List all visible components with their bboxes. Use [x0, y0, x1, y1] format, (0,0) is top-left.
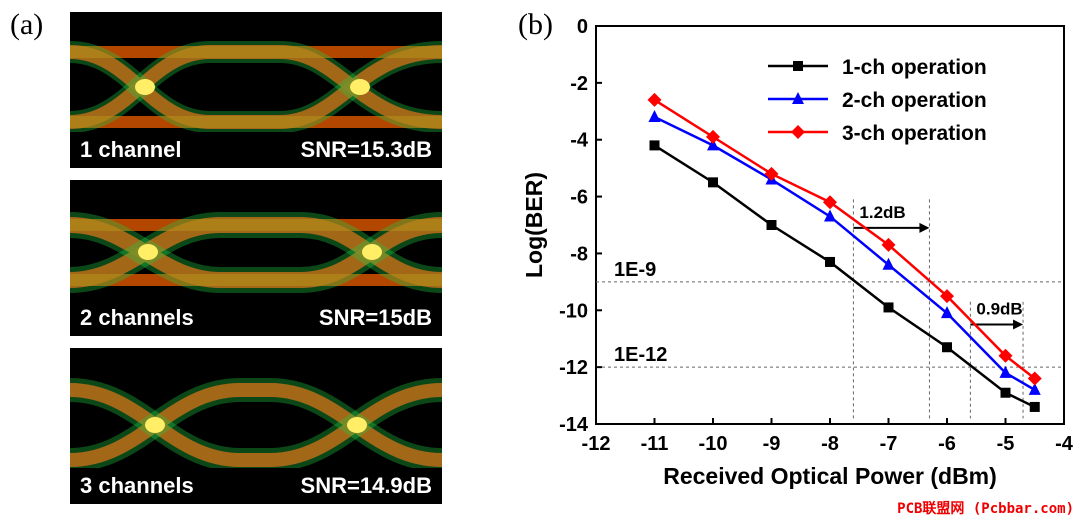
eye-2-snr-label: SNR=15dB — [318, 305, 432, 330]
data-point-series-1 — [942, 342, 952, 353]
data-point-series-1 — [1029, 401, 1040, 412]
x-tick-label: -8 — [821, 433, 839, 455]
y-tick-label: -10 — [559, 300, 588, 322]
eye-caption-3: 3 channels SNR=14.9dB — [70, 468, 442, 504]
reference-label: 1E-9 — [614, 259, 656, 281]
eye-1-channel-label: 1 channel — [80, 137, 182, 162]
x-axis-label: Received Optical Power (dBm) — [663, 463, 997, 489]
x-tick-label: -6 — [938, 433, 956, 455]
y-tick-label: -6 — [570, 187, 588, 209]
data-point-series-2 — [824, 209, 836, 222]
data-point-series-2 — [648, 109, 661, 122]
data-point-series-3 — [940, 289, 954, 304]
data-point-series-1 — [708, 177, 718, 188]
y-tick-label: -4 — [570, 130, 589, 152]
series-line-3 — [653, 98, 1036, 380]
eye-diagram-3: 3 channels SNR=14.9dB — [70, 348, 442, 504]
series-line-1 — [653, 144, 1036, 409]
annotation-arrowhead — [1013, 319, 1024, 330]
data-point-series-3 — [881, 237, 896, 252]
data-point-series-2 — [707, 138, 719, 151]
annotation-label: 0.9dB — [976, 300, 1022, 319]
legend-marker — [793, 61, 803, 71]
x-tick-label: -5 — [997, 433, 1015, 455]
annotation-label: 1.2dB — [859, 203, 905, 222]
data-point-series-2 — [941, 306, 953, 319]
y-tick-label: -14 — [559, 414, 589, 436]
data-point-series-2 — [1028, 382, 1041, 395]
y-tick-label: 0 — [577, 16, 588, 38]
data-point-series-1 — [1000, 387, 1011, 398]
x-tick-label: -11 — [641, 433, 669, 455]
y-tick-label: -12 — [559, 357, 588, 379]
data-point-series-3 — [1027, 371, 1042, 386]
data-point-series-1 — [825, 256, 835, 267]
data-point-series-2 — [999, 365, 1012, 378]
data-point-series-1 — [649, 140, 660, 151]
x-tick-label: -9 — [763, 433, 781, 455]
legend-label: 2-ch operation — [842, 89, 987, 112]
data-point-series-3 — [706, 129, 720, 144]
data-point-series-3 — [764, 166, 779, 181]
annotation-arrowhead — [919, 222, 930, 233]
eye-1-snr-label: SNR=15.3dB — [300, 137, 432, 162]
legend-marker — [791, 125, 805, 139]
panel-a-label: (a) — [10, 8, 44, 41]
data-point-series-3 — [823, 195, 837, 210]
series-line-2 — [653, 115, 1036, 391]
x-tick-label: -4 — [1055, 433, 1074, 455]
y-axis-label: Log(BER) — [521, 172, 547, 278]
x-tick-label: -12 — [582, 433, 611, 455]
data-point-series-3 — [647, 92, 662, 107]
x-tick-label: -10 — [699, 433, 728, 455]
legend-label: 1-ch operation — [842, 56, 987, 79]
legend-marker — [792, 92, 804, 104]
eye-caption-2: 2 channels SNR=15dB — [70, 300, 442, 336]
eye-caption-1: 1 channel SNR=15.3dB — [70, 132, 442, 168]
data-point-series-1 — [766, 220, 777, 230]
reference-label: 1E-12 — [614, 344, 667, 366]
x-tick-label: -7 — [880, 433, 898, 455]
ber-chart: 1E-9 1E-12 1.2dB 0.9dB -12 -11 -10 -9 -8 -7 -6 -5 -4… — [521, 16, 1074, 489]
y-tick-label: -8 — [570, 243, 588, 265]
eye-diagram-1: 1 channel SNR=15.3dB — [70, 12, 442, 168]
eye-2-channel-label: 2 channels — [80, 305, 194, 330]
data-point-series-2 — [882, 257, 895, 270]
panel-b-label: (b) — [518, 8, 553, 41]
y-tick-label: -2 — [570, 73, 588, 95]
legend-label: 3-ch operation — [842, 122, 987, 145]
watermark-text: PCB联盟网 (Pcbbar.com) — [897, 501, 1074, 517]
eye-diagram-2: 2 channels SNR=15dB — [70, 180, 442, 336]
data-point-series-3 — [998, 348, 1013, 363]
eye-3-snr-label: SNR=14.9dB — [300, 473, 432, 498]
data-point-series-1 — [883, 302, 894, 313]
eye-3-channel-label: 3 channels — [80, 473, 194, 498]
